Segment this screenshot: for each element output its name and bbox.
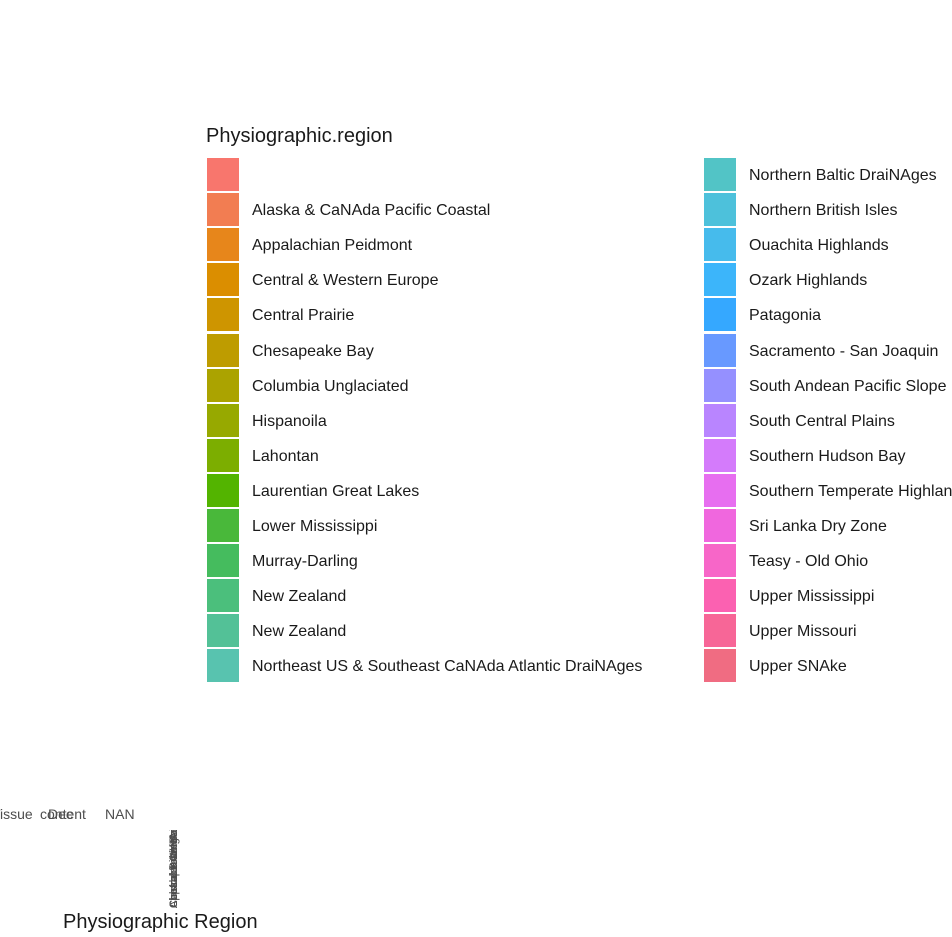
legend-key-label: Upper Missouri: [749, 623, 857, 641]
legend-key-swatch: [704, 473, 736, 507]
legend-key-swatch: [704, 298, 736, 332]
legend-key-label: Northeast US & Southeast CaNAda Atlantic…: [252, 658, 643, 676]
legend-key-label: Appalachian Peidmont: [252, 237, 413, 255]
legend-key-swatch: [207, 263, 239, 297]
legend-key-label: Sri Lanka Dry Zone: [749, 518, 887, 535]
legend-key-swatch: [704, 158, 736, 191]
legend-key-label: Northern British Isles: [749, 202, 898, 220]
legend-key-swatch: [207, 158, 239, 191]
legend-key-label: Upper SNAke: [749, 658, 847, 676]
legend-key-label: Lahontan: [252, 447, 319, 465]
legend-key-label: Southern Temperate Highlands: [749, 482, 952, 500]
legend-key-label: New Zealand: [252, 623, 347, 641]
legend-key-label: Northern Baltic DraiNAges: [749, 167, 937, 184]
legend-key-label: Patagonia: [749, 307, 822, 325]
legend-key-label: Murray-Darling: [252, 553, 358, 571]
legend-key-label: South Andean Pacific Slope: [749, 377, 947, 395]
legend-key-swatch: [207, 579, 239, 613]
legend-key-swatch: [704, 368, 736, 402]
legend-key-label: Hispanoila: [252, 412, 327, 430]
axis-label-fragment: content: [40, 806, 86, 822]
legend-key-label: Teasy - Old Ohio: [749, 553, 869, 571]
x-axis-tick-labels-overlapping: Alaska & CaNAda Pacific CoastalAppalachi…: [168, 830, 182, 908]
legend-key-label: Upper Mississippi: [749, 588, 875, 606]
legend-key-label: New Zealand: [252, 588, 347, 606]
legend-key-label: South Central Plains: [749, 412, 895, 430]
legend-key-swatch: [704, 579, 736, 613]
legend-key-swatch: [704, 614, 736, 648]
legend-key-swatch: [704, 228, 736, 262]
legend-key-swatch: [704, 263, 736, 297]
legend-key-swatch: [207, 298, 239, 332]
legend-key-label: Lower Mississippi: [252, 518, 378, 535]
axis-label-fragment: Dec: [48, 806, 73, 822]
x-tick-label: Columbia Unglaciated: [168, 830, 180, 908]
legend-key-swatch: [207, 193, 239, 227]
legend-key-label: Central Prairie: [252, 307, 355, 325]
legend-key-swatch: [207, 473, 239, 507]
legend-key-swatch: [704, 438, 736, 472]
legend-key-swatch: [704, 403, 736, 437]
legend-key-label: Central & Western Europe: [252, 272, 439, 290]
legend-key-label: Chesapeake Bay: [252, 342, 374, 360]
legend-key-swatch: [207, 438, 239, 472]
legend-key-swatch: [704, 333, 736, 367]
legend-key-swatch: [704, 649, 736, 683]
legend-key-swatch: [704, 544, 736, 578]
legend-key-swatch: [207, 403, 239, 437]
legend-key-label: Alaska & CaNAda Pacific Coastal: [252, 202, 491, 220]
legend-key-swatch: [207, 614, 239, 648]
axis-label-fragment: Tissue: [0, 806, 33, 822]
legend-key-label: Sacramento - San Joaquin: [749, 342, 939, 360]
legend-key-swatch: [207, 649, 239, 683]
legend-key-swatch: [207, 228, 239, 262]
legend-key-swatch: [207, 544, 239, 578]
legend-key-label: Laurentian Great Lakes: [252, 482, 420, 500]
legend-title: Physiographic.region: [206, 125, 393, 147]
legend-key-label: Ouachita Highlands: [749, 237, 889, 255]
legend-key-swatch: [207, 368, 239, 402]
legend-key-swatch: [704, 509, 736, 542]
axis-label-fragment: NAN: [105, 806, 135, 822]
legend-key-swatch: [207, 509, 239, 542]
x-axis-title: Physiographic Region: [63, 911, 258, 933]
legend-key-swatch: [704, 193, 736, 227]
legend-key-label: Ozark Highlands: [749, 272, 868, 290]
legend-key-label: Southern Hudson Bay: [749, 447, 906, 465]
legend-key-swatch: [207, 333, 239, 367]
legend-key-label: Columbia Unglaciated: [252, 377, 409, 395]
